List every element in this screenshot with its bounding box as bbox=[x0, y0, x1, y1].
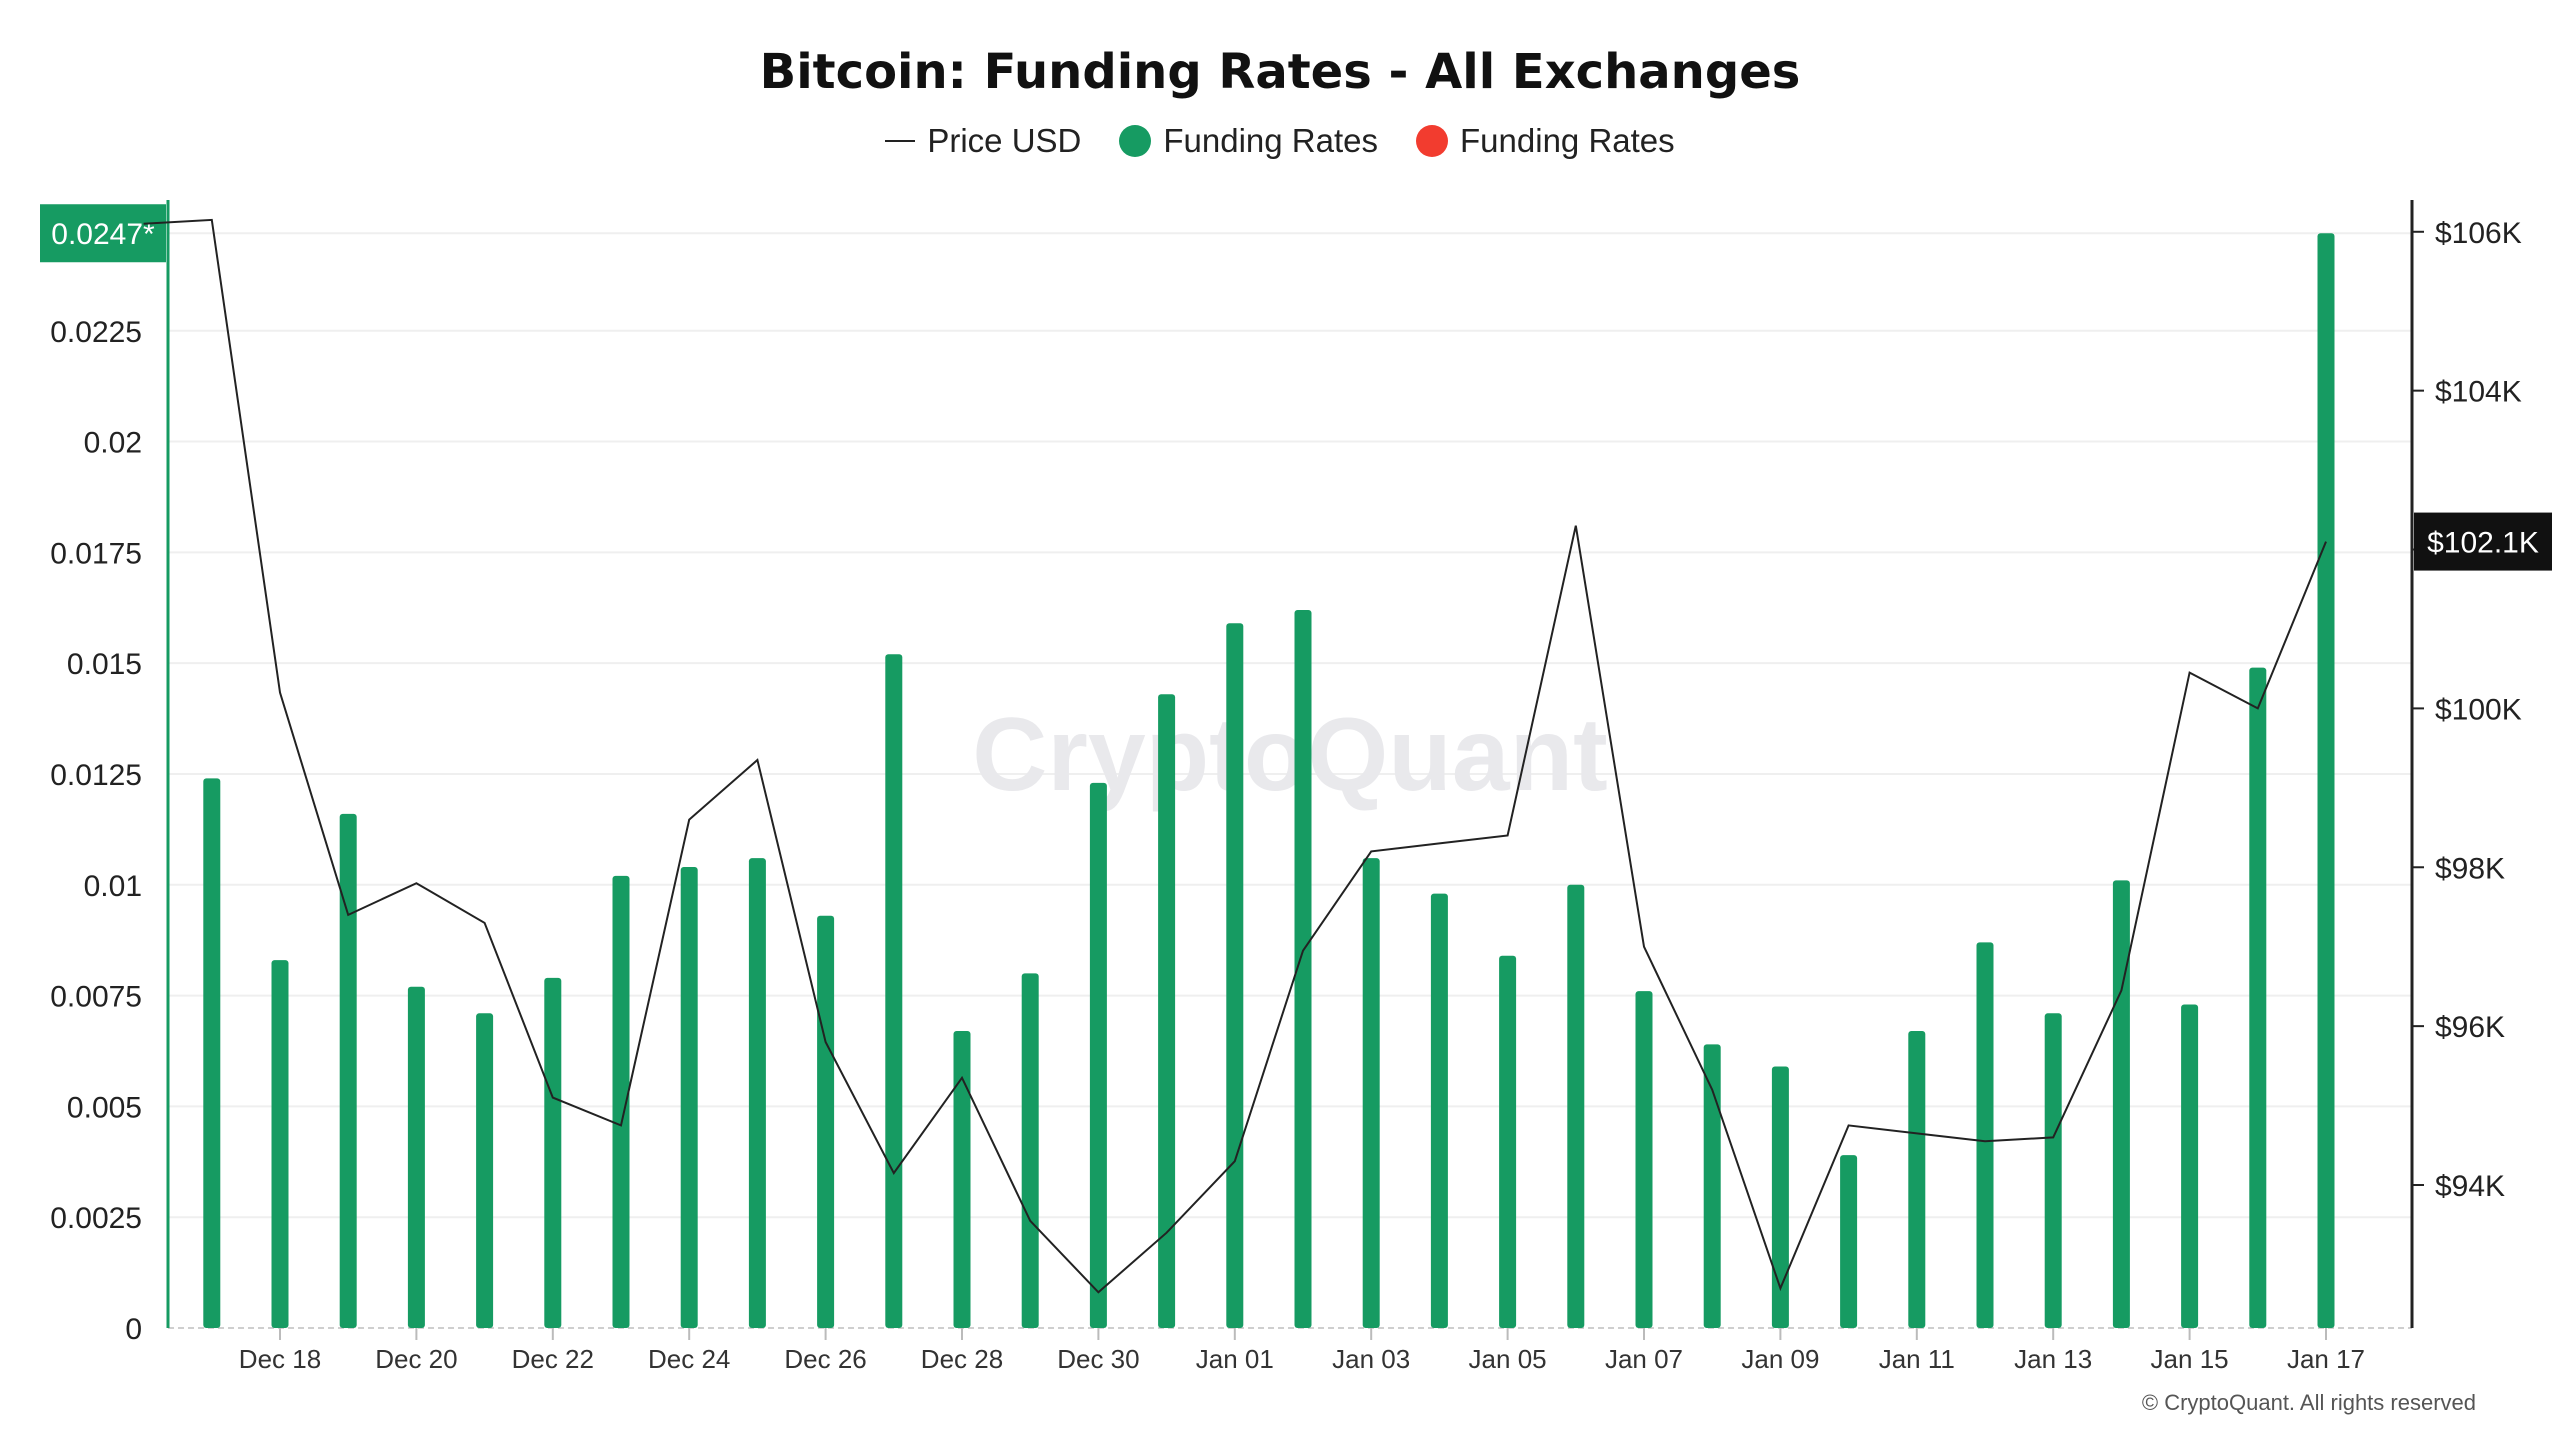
x-tick-label: Dec 26 bbox=[784, 1344, 866, 1374]
y-tick-label-left: 0.005 bbox=[67, 1091, 142, 1124]
legend-label-funding-negative: Funding Rates bbox=[1460, 122, 1675, 159]
chart-title: Bitcoin: Funding Rates - All Exchanges bbox=[759, 44, 1801, 100]
funding-rate-bar bbox=[476, 1013, 494, 1328]
legend-label-funding-positive: Funding Rates bbox=[1163, 122, 1379, 159]
funding-rate-bar bbox=[1703, 1044, 1721, 1328]
y-tick-label-left: 0.01 bbox=[84, 870, 142, 903]
x-tick-label: Dec 22 bbox=[512, 1344, 594, 1374]
funding-rate-bar bbox=[271, 960, 289, 1328]
funding-rate-bar bbox=[953, 1031, 971, 1328]
legend-item-funding-positive[interactable]: Funding Rates bbox=[1119, 122, 1378, 160]
funding-rate-bar bbox=[2112, 880, 2130, 1328]
current-funding-badge bbox=[40, 204, 166, 263]
x-tick-label: Dec 28 bbox=[921, 1344, 1003, 1374]
funding-rate-bar bbox=[1021, 973, 1039, 1328]
y-tick-label-right: $100K bbox=[2435, 693, 2522, 726]
x-tick-label: Jan 01 bbox=[1196, 1344, 1274, 1374]
y-tick-label-right: $98K bbox=[2435, 852, 2505, 885]
x-tick-label: Jan 07 bbox=[1605, 1344, 1683, 1374]
funding-rate-bar bbox=[1158, 694, 1176, 1328]
current-price-badge bbox=[2414, 512, 2552, 571]
x-tick-label: Jan 17 bbox=[2287, 1344, 2365, 1374]
legend-label-price: Price USD bbox=[927, 122, 1082, 159]
current-funding-label: 0.0247* bbox=[51, 218, 155, 251]
current-price-label: $102.1K bbox=[2427, 527, 2539, 560]
y-tick-label-right: $94K bbox=[2435, 1170, 2505, 1203]
y-tick-label-left: 0.0175 bbox=[50, 537, 142, 570]
red-dot-icon bbox=[1416, 125, 1449, 157]
x-tick-label: Dec 20 bbox=[375, 1344, 457, 1374]
funding-rate-bar bbox=[1362, 858, 1380, 1328]
funding-rate-bar bbox=[339, 813, 357, 1328]
funding-rate-bar bbox=[2249, 667, 2267, 1328]
y-tick-label-right: $104K bbox=[2435, 376, 2522, 409]
legend: Price USD Funding Rates Funding Rates bbox=[0, 122, 2560, 160]
x-tick-label: Dec 18 bbox=[239, 1344, 321, 1374]
funding-rate-bar bbox=[748, 858, 766, 1328]
funding-rate-bar bbox=[2181, 1004, 2199, 1328]
x-tick-label: Jan 13 bbox=[2014, 1344, 2092, 1374]
green-dot-icon bbox=[1119, 125, 1152, 157]
x-tick-label: Dec 24 bbox=[648, 1344, 730, 1374]
funding-rate-bar bbox=[612, 875, 630, 1328]
y-tick-label-left: 0.0025 bbox=[50, 1202, 142, 1235]
x-tick-label: Jan 15 bbox=[2151, 1344, 2229, 1374]
x-tick-label: Jan 05 bbox=[1469, 1344, 1547, 1374]
funding-rate-bar bbox=[680, 867, 698, 1328]
funding-rate-bar bbox=[407, 986, 425, 1328]
x-tick-label: Dec 30 bbox=[1057, 1344, 1139, 1374]
y-tick-label-right: $106K bbox=[2435, 217, 2522, 250]
funding-rate-bar bbox=[203, 778, 221, 1328]
funding-rate-bar bbox=[1840, 1155, 1858, 1328]
funding-rate-bar bbox=[1430, 893, 1448, 1328]
y-tick-label-left: 0.015 bbox=[67, 648, 142, 681]
funding-rate-bar bbox=[817, 915, 835, 1328]
funding-rate-bar bbox=[1771, 1066, 1789, 1328]
line-swatch-icon bbox=[885, 140, 916, 142]
funding-rate-bar bbox=[2317, 233, 2335, 1328]
funding-rate-bar bbox=[1499, 955, 1517, 1328]
funding-rate-bar bbox=[544, 977, 562, 1328]
x-tick-label: Jan 11 bbox=[1879, 1344, 1955, 1374]
funding-rate-bar bbox=[885, 654, 903, 1328]
copyright-notice: © CryptoQuant. All rights reserved bbox=[2141, 1390, 2476, 1415]
funding-rate-bar bbox=[1976, 942, 1994, 1328]
funding-rate-bar bbox=[1635, 991, 1653, 1328]
funding-rate-bar bbox=[1908, 1031, 1926, 1328]
y-tick-label-left: 0.0225 bbox=[50, 316, 142, 349]
legend-item-funding-negative[interactable]: Funding Rates bbox=[1416, 122, 1675, 160]
y-tick-label-left: 0.0125 bbox=[50, 759, 142, 792]
x-tick-label: Jan 03 bbox=[1332, 1344, 1410, 1374]
y-tick-label-left: 0.02 bbox=[84, 427, 142, 460]
legend-item-price[interactable]: Price USD bbox=[885, 122, 1081, 160]
y-tick-label-left: 0 bbox=[125, 1313, 142, 1346]
funding-rate-bar bbox=[1226, 623, 1244, 1328]
funding-rate-bar bbox=[1089, 782, 1107, 1328]
x-tick-label: Jan 09 bbox=[1741, 1344, 1819, 1374]
y-tick-label-right: $96K bbox=[2435, 1011, 2505, 1044]
funding-rate-bar bbox=[1294, 609, 1312, 1328]
y-tick-label-left: 0.0075 bbox=[50, 981, 142, 1014]
funding-rate-bar bbox=[1567, 884, 1585, 1328]
funding-rate-bar bbox=[2044, 1013, 2062, 1328]
watermark-text: CryptoQuant bbox=[972, 697, 1608, 813]
price-line bbox=[143, 218, 2327, 1294]
